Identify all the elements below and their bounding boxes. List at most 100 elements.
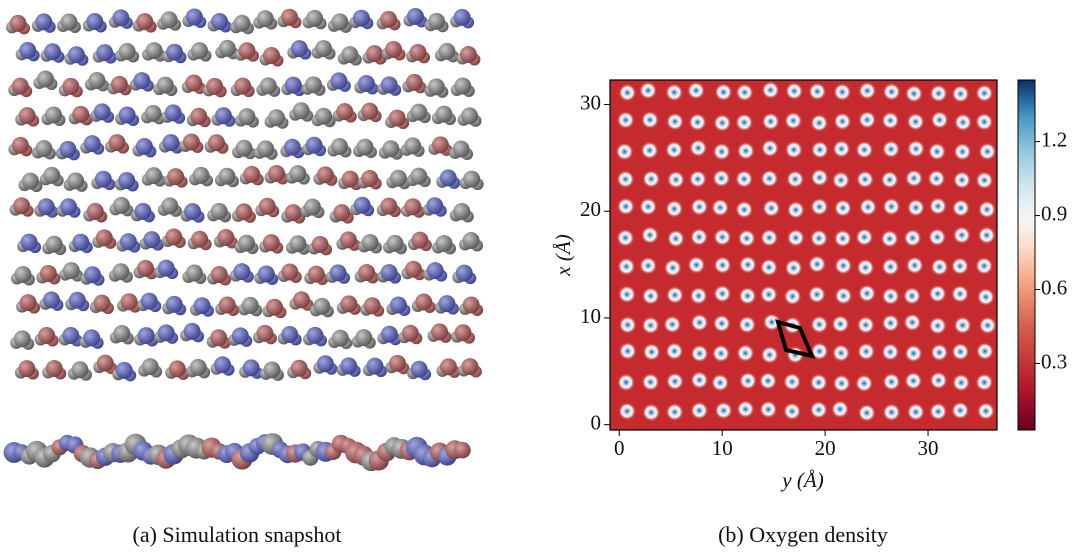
atom	[133, 72, 151, 90]
peak	[641, 287, 660, 306]
peak	[735, 83, 754, 102]
atom	[453, 8, 471, 26]
atom	[256, 10, 274, 28]
peak	[616, 197, 635, 216]
atom	[380, 197, 398, 215]
atom	[242, 359, 260, 377]
peak	[687, 255, 706, 274]
peak	[761, 112, 780, 131]
atom	[363, 297, 381, 315]
peak	[882, 372, 901, 391]
atom	[86, 12, 104, 30]
atom	[67, 172, 85, 190]
atom	[431, 136, 449, 154]
atom	[161, 197, 179, 215]
atom	[19, 41, 37, 59]
atom	[455, 264, 473, 282]
atom	[311, 235, 329, 253]
peak	[737, 229, 756, 248]
peak	[736, 400, 755, 419]
atom	[462, 231, 480, 249]
atom	[210, 266, 228, 284]
peak	[783, 372, 802, 391]
atom	[210, 329, 228, 347]
peak	[736, 344, 755, 363]
peak	[953, 142, 972, 161]
peak	[786, 170, 805, 189]
atom	[410, 360, 428, 378]
peak	[880, 170, 899, 189]
heatmap-background	[610, 80, 997, 430]
peak	[927, 169, 946, 188]
peak	[642, 169, 661, 188]
peak	[903, 228, 922, 247]
peak	[617, 257, 636, 276]
atom	[135, 137, 153, 155]
peak	[929, 371, 948, 390]
peak	[760, 139, 779, 158]
peak	[882, 197, 901, 216]
peak	[831, 315, 850, 334]
peak	[807, 285, 826, 304]
peak	[855, 374, 874, 393]
atom	[18, 360, 36, 378]
atom	[303, 198, 321, 216]
atom	[93, 103, 111, 121]
density-peaks	[615, 81, 997, 422]
peak	[833, 112, 852, 131]
x-tick-label: 30	[918, 436, 939, 460]
peak	[688, 113, 707, 132]
atom	[427, 78, 445, 96]
peak	[834, 286, 853, 305]
peak	[904, 371, 923, 390]
peak	[711, 373, 730, 392]
peak	[906, 198, 925, 217]
atom	[233, 14, 251, 32]
atom	[267, 109, 285, 127]
atom	[356, 138, 374, 156]
peak	[951, 342, 970, 361]
atom	[191, 230, 209, 248]
peak	[952, 171, 971, 190]
peak	[690, 313, 709, 332]
atom	[305, 136, 323, 154]
atom	[233, 263, 251, 281]
atom	[20, 233, 38, 251]
atom	[257, 265, 275, 283]
peak	[735, 169, 754, 188]
peak	[881, 111, 900, 130]
peak	[738, 315, 757, 334]
atom	[96, 44, 114, 62]
atom	[340, 357, 358, 375]
peak	[856, 258, 875, 277]
peak	[688, 169, 707, 188]
atom	[306, 326, 324, 344]
peak	[810, 197, 829, 216]
peak	[759, 400, 778, 419]
peak	[858, 110, 877, 129]
peak	[930, 257, 949, 276]
atom	[183, 322, 201, 340]
peak	[832, 344, 851, 363]
peak	[640, 141, 659, 160]
peak	[665, 286, 684, 305]
atom	[112, 263, 130, 281]
peak	[617, 285, 636, 304]
atom	[452, 140, 470, 158]
atom	[268, 165, 286, 183]
peak	[856, 170, 875, 189]
atom	[11, 136, 29, 154]
atom	[329, 264, 347, 282]
atom	[166, 43, 184, 61]
atom	[380, 10, 398, 28]
peak	[735, 200, 754, 219]
atom	[59, 140, 77, 158]
peak	[833, 83, 852, 102]
atom	[463, 170, 481, 188]
peak	[639, 197, 658, 216]
atom	[289, 165, 307, 183]
y-tick-label: 20	[580, 197, 601, 221]
atom	[454, 324, 472, 342]
atom	[304, 76, 322, 94]
peak	[904, 84, 923, 103]
